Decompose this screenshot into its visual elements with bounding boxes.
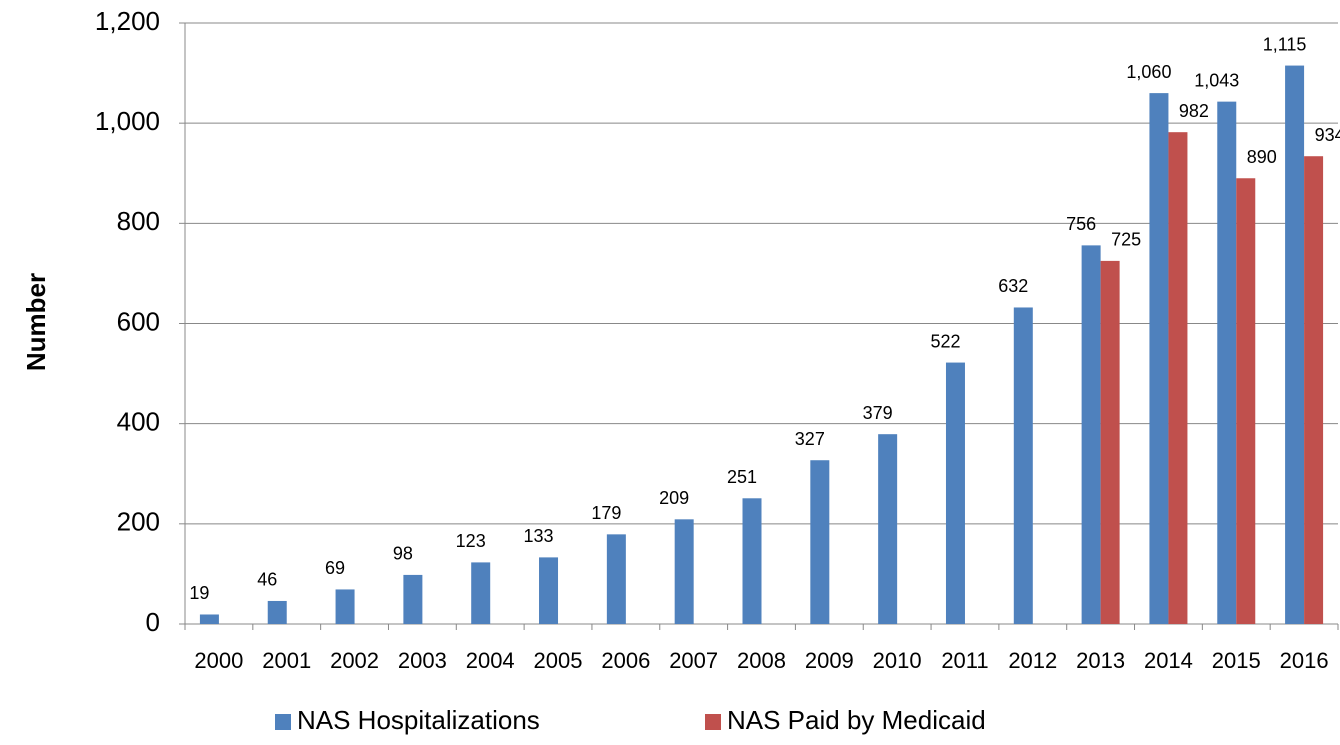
bar <box>471 562 491 624</box>
x-tick-label: 2000 <box>194 648 243 673</box>
x-tick-label: 2012 <box>1008 648 1057 673</box>
y-tick-label: 1,000 <box>95 106 160 136</box>
bar <box>945 362 965 624</box>
data-label: 133 <box>524 526 554 546</box>
bar <box>1217 101 1237 624</box>
data-label: 756 <box>1066 214 1096 234</box>
x-tick-label: 2008 <box>737 648 786 673</box>
bar <box>742 498 762 624</box>
bar <box>674 519 694 624</box>
bar <box>1081 245 1101 624</box>
bar <box>1285 65 1305 625</box>
data-label: 327 <box>795 429 825 449</box>
bar <box>539 557 559 624</box>
data-label: 379 <box>863 403 893 423</box>
data-label: 1,043 <box>1194 70 1239 90</box>
legend-swatch <box>705 714 721 730</box>
bar <box>1100 260 1120 624</box>
x-tick-label: 2002 <box>330 648 379 673</box>
x-tick-label: 2009 <box>805 648 854 673</box>
y-axis-label: Number <box>21 273 51 371</box>
x-tick-label: 2006 <box>601 648 650 673</box>
bar <box>810 460 830 624</box>
bar <box>199 614 219 624</box>
bar <box>878 434 898 624</box>
data-label: 1,115 <box>1263 34 1307 54</box>
data-label: 209 <box>659 488 689 508</box>
x-tick-label: 2010 <box>873 648 922 673</box>
y-tick-label: 800 <box>117 206 160 236</box>
x-tick-label: 2005 <box>534 648 583 673</box>
bar <box>1149 93 1169 624</box>
data-label: 725 <box>1111 230 1141 250</box>
data-label: 69 <box>325 558 345 578</box>
bar <box>403 574 423 624</box>
x-tick-label: 2011 <box>941 648 988 673</box>
x-tick-label: 2016 <box>1280 648 1329 673</box>
data-label: 934 <box>1315 125 1340 145</box>
legend-label: NAS Paid by Medicaid <box>727 705 986 735</box>
y-tick-label: 0 <box>146 607 160 637</box>
data-label: 98 <box>393 544 413 564</box>
bar <box>267 600 287 624</box>
x-tick-label: 2004 <box>466 648 515 673</box>
data-label: 632 <box>998 276 1028 296</box>
x-tick-label: 2015 <box>1212 648 1261 673</box>
data-label: 522 <box>930 331 960 351</box>
x-tick-label: 2007 <box>669 648 718 673</box>
y-tick-label: 200 <box>117 507 160 537</box>
x-tick-label: 2014 <box>1144 648 1193 673</box>
data-label: 19 <box>189 583 209 603</box>
x-tick-label: 2013 <box>1076 648 1125 673</box>
bar <box>1236 178 1256 624</box>
x-tick-label: 2003 <box>398 648 447 673</box>
bar <box>335 589 355 624</box>
x-tick-label: 2001 <box>262 648 311 673</box>
bar <box>606 534 626 624</box>
data-label: 123 <box>456 531 486 551</box>
y-tick-label: 400 <box>117 407 160 437</box>
legend-swatch <box>275 714 291 730</box>
data-label: 982 <box>1179 101 1209 121</box>
data-label: 46 <box>257 570 277 590</box>
bar <box>1304 156 1324 624</box>
bar <box>1013 307 1033 624</box>
y-tick-label: 600 <box>117 306 160 336</box>
legend-label: NAS Hospitalizations <box>297 705 540 735</box>
data-label: 251 <box>727 467 757 487</box>
y-tick-label: 1,200 <box>95 6 160 36</box>
data-label: 890 <box>1247 147 1277 167</box>
data-label: 1,060 <box>1126 62 1171 82</box>
bar <box>1168 132 1188 624</box>
data-label: 179 <box>591 503 621 523</box>
